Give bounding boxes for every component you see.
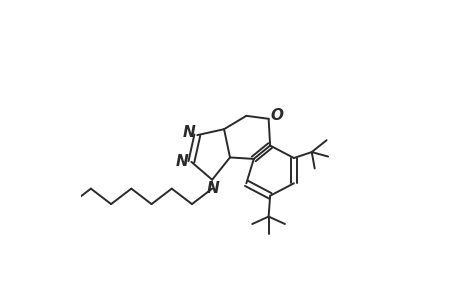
Text: N: N — [206, 181, 218, 196]
Text: N: N — [176, 154, 188, 169]
Text: N: N — [182, 125, 195, 140]
Text: O: O — [270, 108, 283, 123]
